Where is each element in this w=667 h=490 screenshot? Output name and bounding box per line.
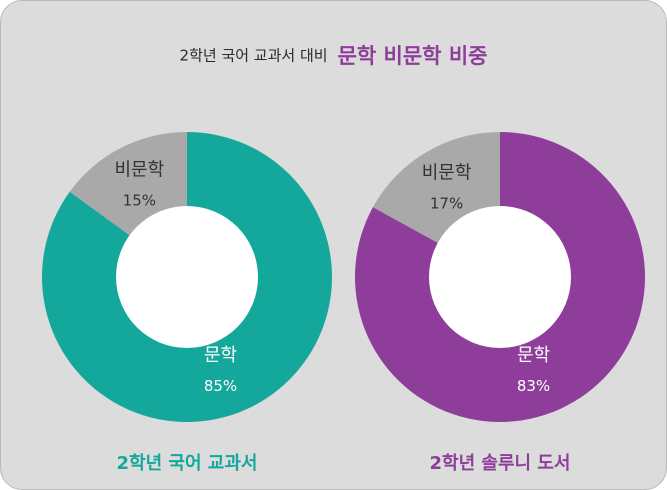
slice-label-literature: 문학 <box>204 345 237 366</box>
slice-label-nonliterature: 비문학 <box>114 159 164 180</box>
caption-korean-textbook: 2학년 국어 교과서 <box>116 453 258 474</box>
slice-label-literature: 문학 <box>517 345 550 366</box>
slice-value-literature: 85% <box>204 377 237 395</box>
donut-hole <box>116 206 258 348</box>
chart-title-prefix: 2학년 국어 교과서 대비 <box>179 46 328 65</box>
slice-value-nonliterature: 17% <box>430 195 463 213</box>
slice-value-literature: 83% <box>517 377 550 395</box>
chart-title-main: 문학 비문학 비중 <box>337 44 488 68</box>
caption-solluni-books: 2학년 솔루니 도서 <box>429 453 571 474</box>
slice-label-nonliterature: 비문학 <box>422 163 472 184</box>
chart-title: 2학년 국어 교과서 대비 문학 비문학 비중 <box>0 40 667 70</box>
donut-hole <box>429 206 571 348</box>
slice-value-nonliterature: 15% <box>123 191 156 209</box>
